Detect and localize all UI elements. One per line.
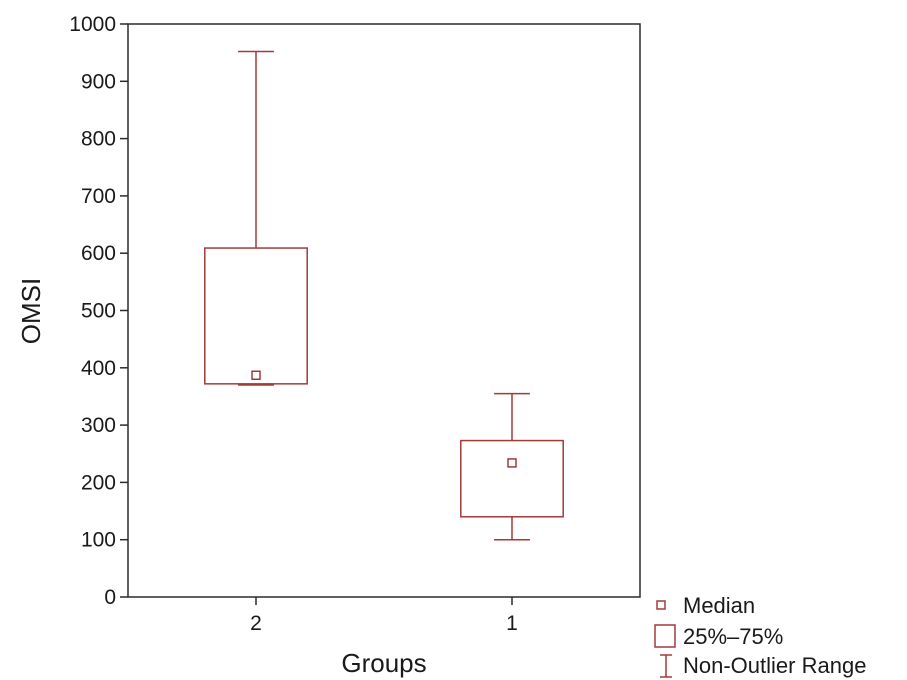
legend-median-label: Median bbox=[683, 593, 755, 618]
y-axis-ticks: 0 100 200 300 400 500 600 700 800 900 1000 bbox=[69, 13, 128, 609]
y-tick-label: 700 bbox=[81, 185, 116, 208]
box-group-2 bbox=[204, 50, 308, 386]
y-tick-label: 200 bbox=[81, 471, 116, 494]
y-tick-label: 0 bbox=[104, 586, 116, 609]
y-tick-label: 900 bbox=[81, 70, 116, 93]
legend-whisker-symbol bbox=[660, 654, 672, 678]
x-axis-title: Groups bbox=[341, 648, 426, 678]
y-axis-title: OMSI bbox=[16, 278, 46, 344]
y-tick-label: 400 bbox=[81, 357, 116, 380]
median-marker bbox=[507, 458, 517, 468]
y-tick-label: 300 bbox=[81, 414, 116, 437]
iqr-box bbox=[460, 439, 564, 518]
legend: Median 25%–75% Non-Outlier Range bbox=[654, 593, 866, 678]
x-tick-label: 1 bbox=[506, 612, 518, 635]
boxes bbox=[204, 50, 564, 541]
box-group-1 bbox=[460, 392, 564, 541]
legend-median-symbol bbox=[656, 600, 666, 610]
iqr-box bbox=[204, 247, 308, 385]
y-tick-label: 100 bbox=[81, 529, 116, 552]
y-tick-label: 500 bbox=[81, 300, 116, 323]
legend-box-symbol bbox=[654, 624, 676, 648]
y-tick-label: 800 bbox=[81, 128, 116, 151]
x-tick-label: 2 bbox=[250, 612, 262, 635]
legend-range-label: Non-Outlier Range bbox=[683, 653, 866, 678]
legend-box-label: 25%–75% bbox=[683, 624, 783, 649]
y-tick-label: 1000 bbox=[69, 13, 116, 36]
y-tick-label: 600 bbox=[81, 242, 116, 265]
median-marker bbox=[251, 370, 261, 380]
